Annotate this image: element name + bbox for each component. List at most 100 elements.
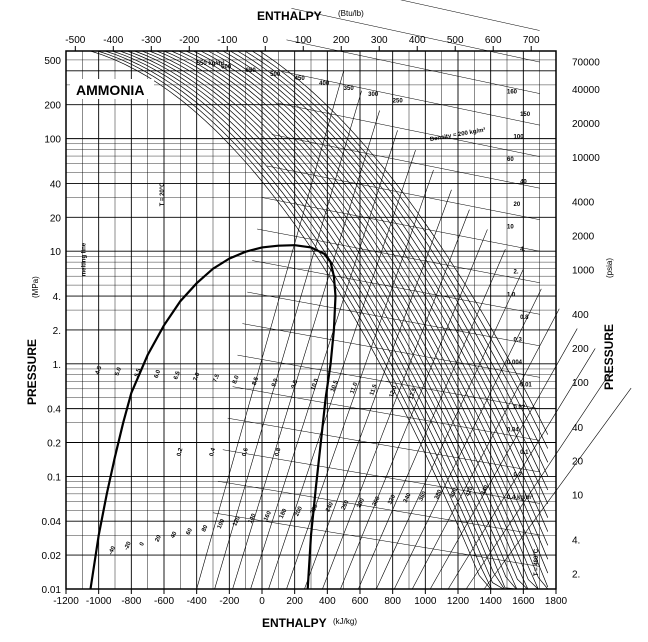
right-tick-label: 10 — [572, 491, 584, 502]
isochore-line — [271, 134, 540, 189]
top-tick-label: 400 — [409, 35, 426, 46]
left-tick-label: 0.4 — [47, 405, 61, 416]
isochore-line — [227, 417, 540, 473]
right-tick-label: 2000 — [572, 231, 595, 242]
isochore-line — [281, 71, 540, 126]
left-tick-label: 0.04 — [42, 517, 62, 528]
temperature-label: -20 — [124, 540, 133, 551]
top-axis-unit: (Btu/lb) — [338, 9, 364, 18]
isotherm-curve — [178, 50, 549, 588]
left-axis-ticks: 500 200 100 40 20 10 4. 2. 1. 0.4 0.2 0.1 0.04 0.02 0.… — [42, 56, 62, 596]
top-tick-label: -400 — [103, 35, 123, 46]
density-label: 250 — [393, 98, 404, 104]
temperature-label: 300 — [372, 495, 382, 507]
temperature-label: 0 — [139, 541, 146, 547]
entropy-label: 12.5 — [409, 387, 419, 401]
low-density-label: 160 — [507, 90, 518, 96]
temperature-label: 280 — [356, 497, 366, 509]
bottom-axis-ticks: -1200 -1000 -800 -600 -400 -200 0 200 400 600 800 1… — [53, 589, 568, 607]
isochore-line — [237, 354, 540, 410]
entropy-label: 8.0 — [232, 374, 241, 385]
temperature-label: 160 — [263, 510, 273, 522]
temperature-label: 260 — [341, 499, 351, 511]
bottom-tick-label: -600 — [154, 596, 174, 607]
entropy-label: 11.0 — [350, 381, 360, 394]
low-density-label: 2. — [514, 270, 519, 276]
left-tick-label: 10 — [50, 247, 62, 258]
isochore-line — [261, 197, 540, 252]
isoline-labels: 4.5 5.0 5.5 6.0 6.5 7.0 7.5 8.0 8.5 9.0 9.5 10.0 10.… — [82, 60, 540, 576]
right-tick-label: 20000 — [572, 119, 600, 130]
density-label: 400 — [319, 81, 330, 87]
temperature-label: 440 — [481, 484, 491, 496]
isentrope-line — [394, 288, 542, 590]
isochore-line — [242, 323, 540, 378]
top-tick-label: -300 — [141, 35, 161, 46]
temperature-label: 40 — [170, 530, 179, 539]
entropy-label: 9.5 — [291, 379, 300, 390]
isentrope-line — [465, 368, 614, 590]
isotherm-curve — [134, 50, 548, 590]
bottom-axis-title: ENTHALPY — [262, 616, 327, 630]
quality-label: 0.2 — [176, 447, 184, 457]
entropy-label: 5.5 — [134, 367, 143, 378]
isochore-line — [222, 449, 540, 504]
top-tick-label: -200 — [179, 35, 199, 46]
melting-line-label: melting line — [82, 242, 88, 276]
bottom-tick-label: -1000 — [86, 596, 112, 607]
isentrope-line — [483, 387, 632, 590]
entropy-label: 7.5 — [213, 373, 222, 384]
entropy-label: 10.5 — [330, 379, 340, 393]
right-tick-label: 40 — [572, 423, 584, 434]
isotherm-curve — [163, 50, 548, 590]
bottom-tick-label: 600 — [352, 596, 369, 607]
isotherm-curve — [193, 50, 549, 560]
entropy-label: 8.5 — [252, 376, 261, 387]
left-tick-label: 40 — [50, 179, 62, 190]
top-axis-title: ENTHALPY — [257, 9, 322, 23]
saturated-liquid-line — [89, 244, 295, 590]
right-tick-label: 400 — [572, 310, 589, 321]
saturation-dome — [89, 244, 337, 590]
temperature-label: 20 — [155, 534, 164, 543]
low-density-label: 0.8 — [520, 315, 529, 321]
isentrope-line — [358, 249, 506, 590]
low-density-label: 0.04 — [507, 427, 519, 433]
temperature-label: 340 — [403, 492, 413, 504]
isotherm-curve — [244, 50, 549, 463]
isochore-line — [291, 8, 540, 63]
bottom-tick-label: 800 — [384, 596, 401, 607]
temperature-label: 400 — [449, 487, 459, 499]
isotherm-curve — [230, 50, 549, 491]
left-axis-title: PRESSURE — [25, 339, 39, 405]
temperature-label: 100 — [217, 518, 227, 530]
entropy-label: 12.0 — [389, 385, 399, 399]
bottom-tick-label: 1800 — [545, 596, 568, 607]
right-tick-label: 20 — [572, 457, 584, 468]
temperature-label: 140 — [248, 512, 258, 524]
grid-layer — [65, 50, 557, 590]
low-density-label: 60 — [507, 157, 514, 163]
entropy-label: 10.0 — [311, 377, 321, 391]
density-label: 500 — [270, 72, 281, 78]
left-tick-label: 4. — [53, 292, 61, 303]
temperature-label: 220 — [310, 503, 320, 515]
isotherm-curve — [141, 50, 548, 590]
low-density-label: 0.004 — [507, 360, 523, 366]
isotherm-curve — [149, 50, 548, 590]
low-density-label: 0.4 kg/m³ — [507, 494, 533, 501]
isotherm-curve — [127, 50, 548, 590]
right-tick-label: 1000 — [572, 265, 595, 276]
right-tick-label: 100 — [572, 378, 589, 389]
bottom-tick-label: 0 — [259, 596, 265, 607]
temperature-label: 80 — [201, 524, 210, 533]
low-density-label: 150 — [520, 112, 531, 118]
plot-frame — [65, 50, 557, 590]
isochore-line — [286, 39, 540, 94]
isotherm-curve — [185, 50, 549, 574]
top-tick-label: -100 — [217, 35, 237, 46]
temperature-label: 360 — [418, 490, 428, 502]
bottom-tick-label: 400 — [319, 596, 336, 607]
isentrope-line — [304, 189, 452, 590]
quality-label: 0.6 — [242, 447, 250, 457]
